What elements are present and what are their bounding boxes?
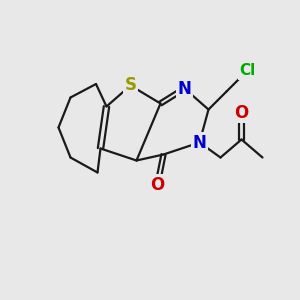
Text: N: N (178, 80, 191, 98)
Text: O: O (150, 176, 165, 194)
Text: Cl: Cl (239, 63, 256, 78)
Text: O: O (234, 103, 249, 122)
Text: S: S (124, 76, 136, 94)
Text: N: N (193, 134, 206, 152)
